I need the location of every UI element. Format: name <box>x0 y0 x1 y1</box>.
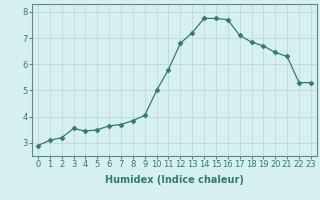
X-axis label: Humidex (Indice chaleur): Humidex (Indice chaleur) <box>105 175 244 185</box>
